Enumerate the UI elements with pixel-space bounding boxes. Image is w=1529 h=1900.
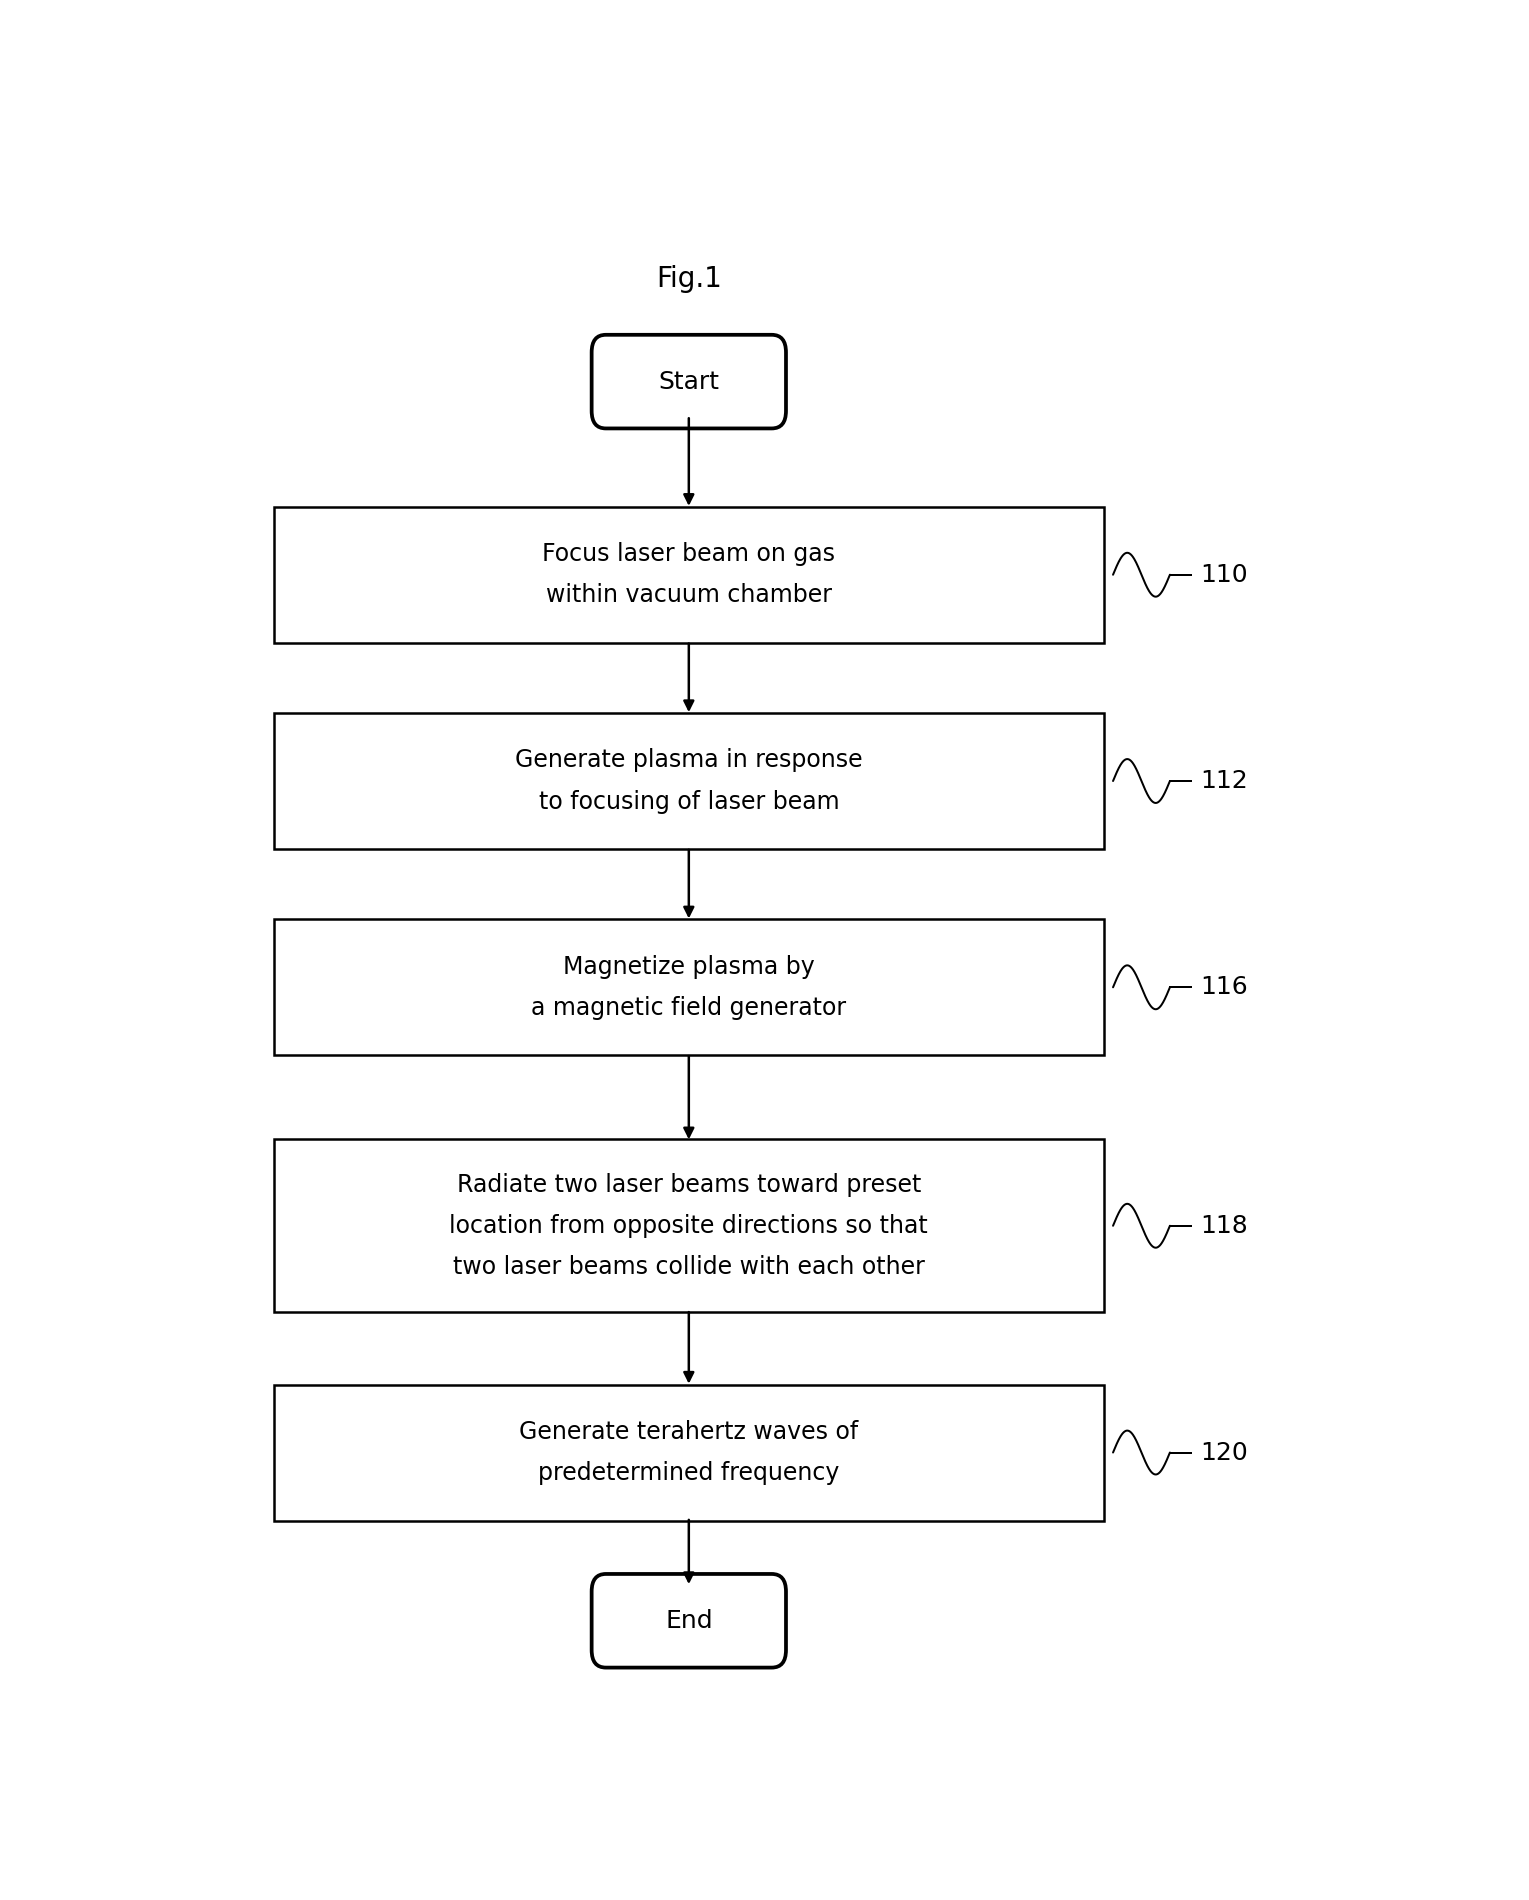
Bar [274, 712, 1104, 849]
Text: Magnetize plasma by
a magnetic field generator: Magnetize plasma by a magnetic field gen… [531, 954, 847, 1020]
Text: Radiate two laser beams toward preset
location from opposite directions so that
: Radiate two laser beams toward preset lo… [450, 1172, 928, 1279]
FancyBboxPatch shape [592, 334, 786, 428]
Bar [274, 1385, 1104, 1520]
Text: Fig.1: Fig.1 [656, 264, 722, 293]
Text: 120: 120 [1200, 1440, 1249, 1465]
Text: End: End [665, 1609, 713, 1632]
Bar [274, 507, 1104, 642]
Text: 112: 112 [1200, 770, 1249, 792]
Text: 110: 110 [1200, 562, 1248, 587]
Text: Start: Start [659, 370, 719, 393]
Text: 118: 118 [1200, 1214, 1249, 1237]
Text: 116: 116 [1200, 975, 1249, 999]
FancyBboxPatch shape [592, 1573, 786, 1668]
Text: Focus laser beam on gas
within vacuum chamber: Focus laser beam on gas within vacuum ch… [543, 542, 835, 608]
Text: Generate plasma in response
to focusing of laser beam: Generate plasma in response to focusing … [515, 749, 862, 813]
Bar [274, 1140, 1104, 1313]
Bar [274, 920, 1104, 1055]
Text: Generate terahertz waves of
predetermined frequency: Generate terahertz waves of predetermine… [520, 1419, 858, 1486]
